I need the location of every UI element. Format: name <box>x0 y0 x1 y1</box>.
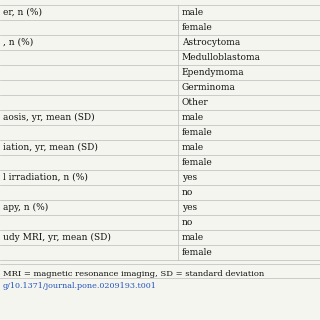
Text: Ependymoma: Ependymoma <box>182 68 244 77</box>
Text: Astrocytoma: Astrocytoma <box>182 38 240 47</box>
Text: yes: yes <box>182 173 197 182</box>
Text: yes: yes <box>182 203 197 212</box>
Text: no: no <box>182 218 193 227</box>
Text: Germinoma: Germinoma <box>182 83 236 92</box>
Text: g/10.1371/journal.pone.0209193.t001: g/10.1371/journal.pone.0209193.t001 <box>3 282 157 290</box>
Text: male: male <box>182 8 204 17</box>
Text: , n (%): , n (%) <box>3 38 33 47</box>
Text: Medulloblastoma: Medulloblastoma <box>182 53 260 62</box>
Text: MRI = magnetic resonance imaging, SD = standard deviation: MRI = magnetic resonance imaging, SD = s… <box>3 270 264 278</box>
Text: female: female <box>182 23 212 32</box>
Text: female: female <box>182 248 212 257</box>
Text: iation, yr, mean (SD): iation, yr, mean (SD) <box>3 143 98 152</box>
Text: no: no <box>182 188 193 197</box>
Text: male: male <box>182 143 204 152</box>
Text: female: female <box>182 158 212 167</box>
Text: female: female <box>182 128 212 137</box>
Text: l irradiation, n (%): l irradiation, n (%) <box>3 173 88 182</box>
Text: male: male <box>182 233 204 242</box>
Text: udy MRI, yr, mean (SD): udy MRI, yr, mean (SD) <box>3 233 111 242</box>
Text: apy, n (%): apy, n (%) <box>3 203 48 212</box>
Text: aosis, yr, mean (SD): aosis, yr, mean (SD) <box>3 113 95 122</box>
Text: Other: Other <box>182 98 208 107</box>
Text: er, n (%): er, n (%) <box>3 8 42 17</box>
Text: male: male <box>182 113 204 122</box>
